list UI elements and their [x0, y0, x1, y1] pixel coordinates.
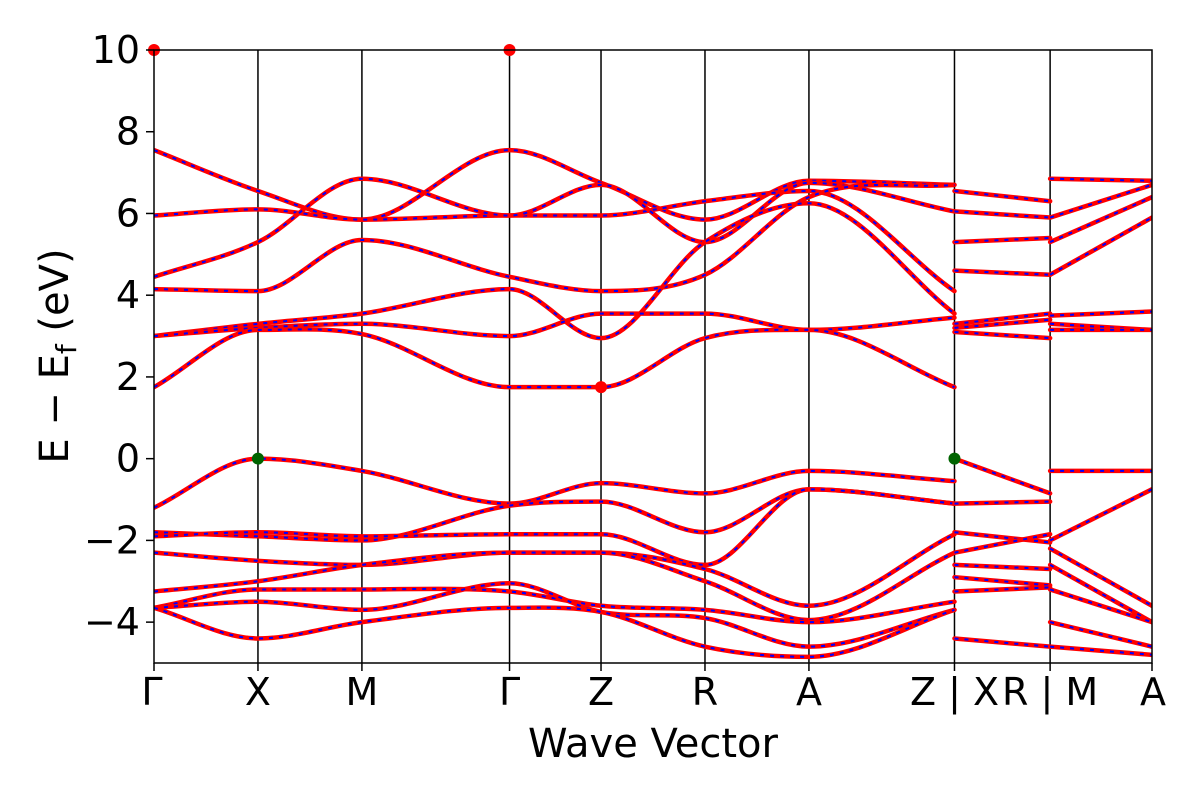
y-tick-label: 8	[116, 110, 140, 154]
bands-group	[154, 147, 1152, 660]
y-axis-title-unit: (eV)	[32, 248, 78, 344]
band-line	[952, 235, 1053, 245]
band-line	[154, 188, 957, 294]
band-line	[952, 574, 1053, 588]
y-axis: −4 −2 0 2 4 6 8 10	[84, 28, 154, 644]
y-tick-label: 2	[116, 355, 140, 399]
band-line-overlay	[154, 551, 955, 622]
band-line-overlay	[154, 202, 956, 340]
band-line-overlay	[1049, 183, 1152, 219]
band-line-overlay	[154, 149, 955, 221]
band-line	[154, 327, 957, 390]
y-tick-label: 0	[116, 437, 140, 481]
band-line	[1047, 194, 1152, 245]
band-line-overlay	[954, 533, 1051, 554]
x-tick-label: R | M	[1002, 670, 1098, 715]
band-line-overlay	[154, 189, 956, 292]
band-line-overlay	[954, 531, 1051, 544]
markers-group	[148, 44, 961, 465]
vbm-marker	[948, 452, 961, 465]
band-line	[1047, 562, 1152, 625]
x-tick-label: A	[1140, 670, 1166, 714]
band-line	[952, 499, 1053, 506]
band-line	[1047, 215, 1152, 278]
band-line-overlay	[1049, 621, 1152, 648]
band-line-overlay	[154, 177, 955, 278]
y-axis-title-subscript: f	[50, 343, 83, 354]
x-tick-label: Γ	[499, 670, 520, 714]
band-line-overlay	[154, 183, 955, 293]
cbm-marker	[595, 381, 608, 394]
band-line-overlay	[154, 533, 955, 607]
y-tick-label: 6	[116, 191, 140, 235]
x-tick-label: X	[245, 670, 271, 714]
band-line	[952, 562, 1053, 572]
band-line	[154, 200, 957, 341]
band-line	[952, 268, 1053, 278]
band-line-overlay	[154, 488, 955, 566]
plot-frame	[153, 49, 1153, 664]
band-line	[154, 176, 957, 280]
band-line	[952, 585, 1053, 594]
x-tick-label: Γ	[141, 670, 162, 714]
band-line	[154, 581, 957, 649]
x-tick-label: M	[346, 670, 379, 714]
x-tick-label: R	[692, 670, 718, 714]
band-line-overlay	[1049, 588, 1152, 624]
band-line-overlay	[954, 189, 1051, 203]
band-line-overlay	[1050, 645, 1152, 656]
band-line-overlay	[154, 488, 955, 542]
band-line	[952, 317, 1053, 331]
band-line-overlay	[1049, 196, 1152, 243]
band-line	[952, 329, 1053, 341]
band-line-overlay	[154, 328, 955, 389]
band-line-overlay	[954, 312, 1051, 325]
y-tick-label: −4	[84, 600, 140, 644]
x-tick-label: Z	[588, 670, 614, 714]
band-line	[154, 605, 957, 660]
vbm-marker	[251, 452, 264, 465]
band-line-overlay	[154, 587, 955, 624]
band-line	[952, 209, 1053, 220]
x-tick-label: Z | X	[910, 670, 999, 715]
y-axis-title: E − Ef (eV)	[32, 248, 83, 463]
band-line	[1047, 487, 1152, 543]
y-tick-label: 10	[92, 28, 140, 72]
band-line-overlay	[1050, 177, 1152, 182]
high-symmetry-lines	[257, 50, 1051, 663]
band-line	[1047, 546, 1152, 609]
band-line-overlay	[154, 457, 955, 509]
x-tick-label: A	[796, 670, 822, 714]
y-tick-label: −2	[84, 518, 140, 562]
band-line-overlay	[1050, 322, 1152, 331]
y-axis-title-main: E − E	[32, 354, 78, 464]
band-line	[952, 636, 1053, 649]
band-line-overlay	[1050, 310, 1152, 317]
x-axis-title: Wave Vector	[528, 721, 779, 767]
band-line-overlay	[954, 457, 1051, 495]
y-tick-label: 4	[116, 273, 140, 317]
